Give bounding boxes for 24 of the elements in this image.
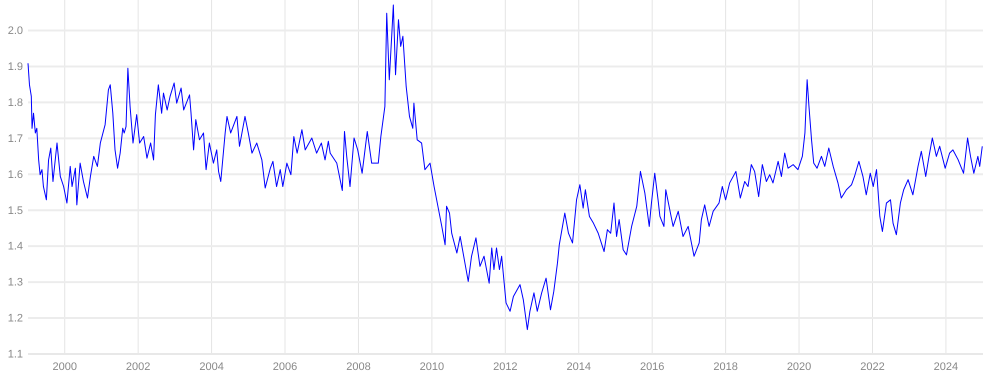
x-tick-label: 2024 — [934, 360, 958, 373]
x-tick-label: 2022 — [860, 360, 885, 373]
x-tick-label: 2002 — [126, 360, 150, 373]
x-tick-label: 2004 — [199, 360, 224, 373]
y-tick-label: 1.7 — [8, 132, 23, 145]
y-tick-label: 1.9 — [8, 61, 23, 74]
x-tick-label: 2012 — [493, 360, 518, 373]
x-tick-label: 2008 — [346, 360, 371, 373]
y-tick-label: 1.6 — [8, 168, 23, 181]
x-tick-label: 2014 — [566, 360, 591, 373]
x-tick-label: 2020 — [786, 360, 812, 373]
y-tick-label: 2.0 — [8, 25, 23, 38]
x-tick-label: 2010 — [420, 360, 444, 373]
y-tick-label: 1.5 — [8, 204, 23, 217]
x-tick-label: 2016 — [640, 360, 664, 373]
y-tick-label: 1.8 — [8, 96, 23, 109]
y-tick-label: 1.2 — [8, 312, 23, 325]
x-tick-label: 2018 — [713, 360, 738, 373]
x-tick-label: 2006 — [272, 360, 298, 373]
y-tick-label: 1.1 — [8, 348, 23, 361]
y-tick-label: 1.3 — [8, 276, 23, 289]
y-tick-label: 1.4 — [8, 240, 23, 253]
line-series — [28, 4, 983, 330]
x-tick-label: 2000 — [52, 360, 77, 373]
